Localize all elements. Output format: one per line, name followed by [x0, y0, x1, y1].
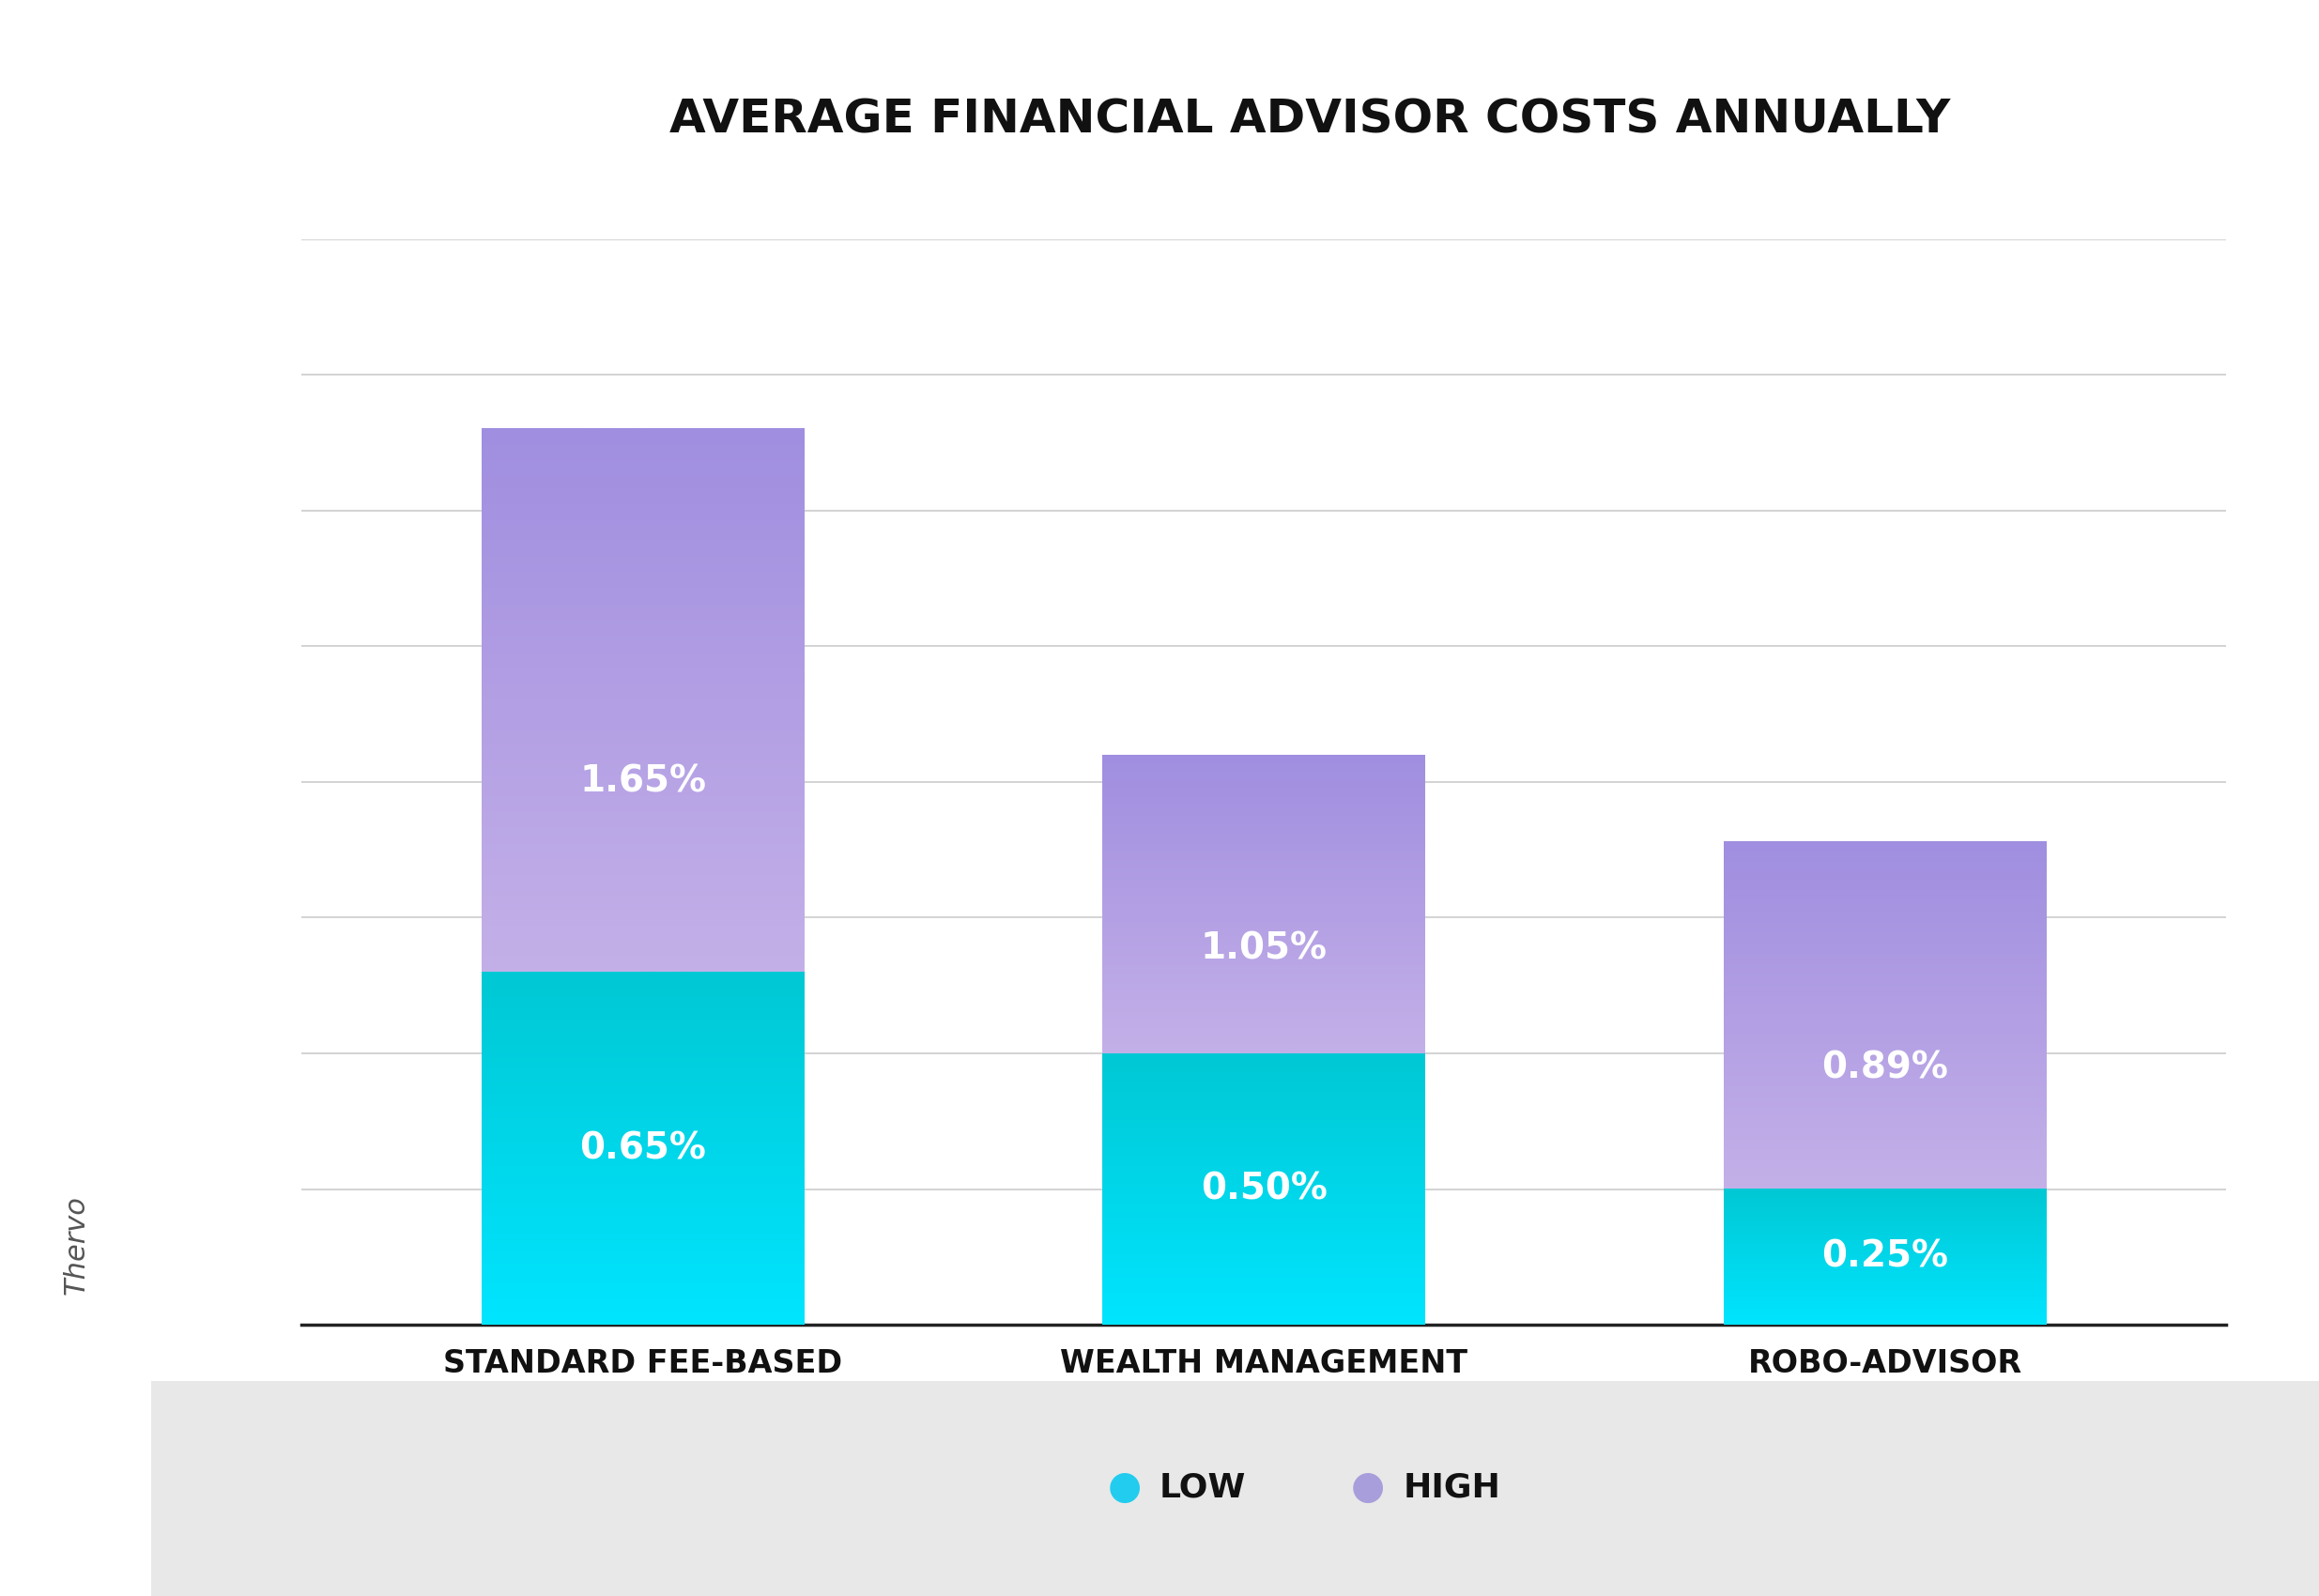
Text: 0.65%: 0.65%: [580, 1130, 707, 1167]
Text: 1.65%: 1.65%: [580, 764, 707, 800]
Text: 0.89%: 0.89%: [1820, 1050, 1948, 1085]
Text: Thervo: Thervo: [63, 1195, 90, 1294]
Text: 0.25%: 0.25%: [1820, 1238, 1948, 1275]
Text: HIGH: HIGH: [1403, 1472, 1500, 1503]
Text: ●: ●: [1352, 1468, 1384, 1507]
Text: COST: COST: [60, 715, 93, 817]
Text: LOW: LOW: [1160, 1472, 1245, 1503]
Text: 0.50%: 0.50%: [1201, 1171, 1326, 1207]
Text: AVERAGE FINANCIAL ADVISOR COSTS ANNUALLY: AVERAGE FINANCIAL ADVISOR COSTS ANNUALLY: [670, 97, 1950, 142]
Text: 1.05%: 1.05%: [1201, 930, 1326, 967]
Text: ●: ●: [1108, 1468, 1141, 1507]
